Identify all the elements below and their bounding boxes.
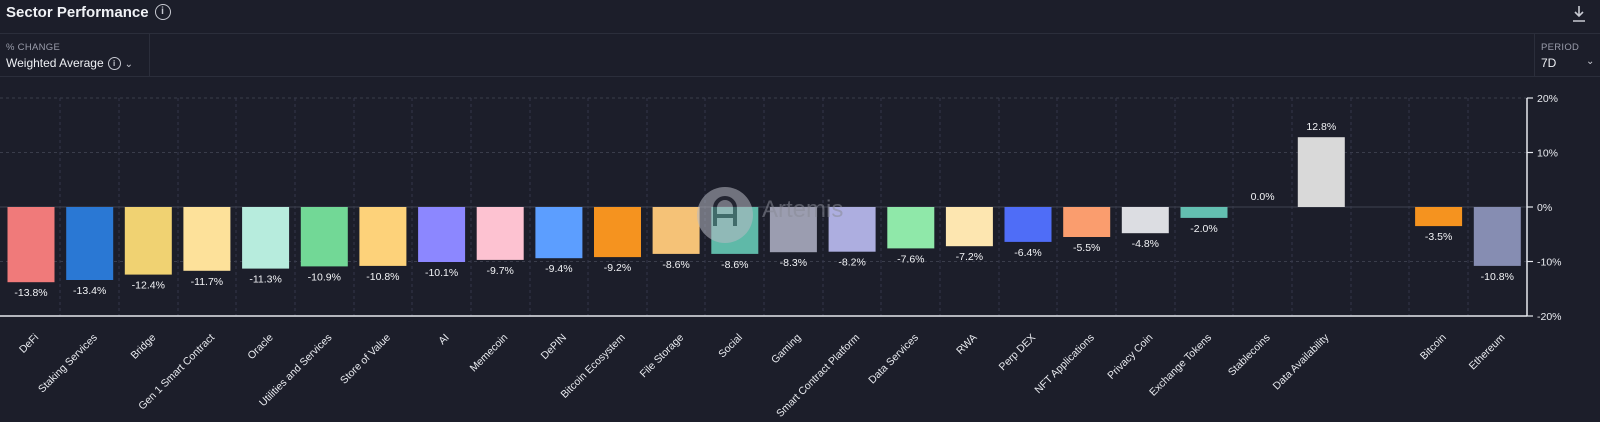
chart-title: Sector Performance i [6, 4, 171, 21]
period-value: 7D [1541, 56, 1557, 70]
bar-oracle [242, 207, 290, 269]
bar-value-label: -9.4% [545, 263, 572, 275]
bar-store-of-value [359, 207, 407, 266]
category-label: Store of Value [338, 332, 393, 387]
bar-privacy-coin [1121, 207, 1169, 234]
bar-value-label: -13.8% [14, 287, 47, 299]
change-type-value-row: Weighted Average i ⌄ [6, 56, 134, 71]
bar-social [711, 207, 759, 254]
bar-smart-contract-platform [828, 207, 876, 252]
bar-data-availability [1297, 137, 1345, 207]
info-icon[interactable]: i [107, 57, 121, 71]
bar-gen-1-smart-contract [183, 207, 231, 271]
category-label: Ethereum [1467, 331, 1508, 372]
y-tick-label: -20% [1537, 311, 1562, 323]
bar-value-label: -7.6% [897, 253, 924, 265]
category-label: AI [436, 332, 452, 348]
bar-gaming [769, 207, 817, 253]
bar-bitcoin-ecosystem [594, 207, 641, 258]
bar-nft-applications [1063, 207, 1111, 237]
bar-ethereum [1473, 207, 1521, 266]
bar-utilities-and-services [300, 207, 348, 267]
bar-defi [7, 207, 55, 283]
bar-value-label: 12.8% [1306, 121, 1336, 133]
category-label: Bitcoin [1418, 332, 1449, 363]
bar-value-label: -10.9% [308, 271, 341, 283]
category-label: Data Availability [1271, 331, 1332, 392]
category-label: DeFi [17, 332, 41, 356]
y-tick-label: 10% [1537, 148, 1558, 160]
category-label: Bitcoin Ecosystem [558, 331, 627, 400]
bar-value-label: -11.7% [191, 276, 224, 288]
category-label: Social [716, 332, 745, 361]
bar-value-label: -2.0% [1190, 223, 1217, 235]
bar-value-label: -10.1% [425, 267, 458, 279]
bar-value-label: -9.7% [486, 265, 513, 277]
change-type-value: Weighted Average [6, 56, 104, 70]
bar-value-label: -5.5% [1073, 242, 1100, 254]
bar-value-label: -4.8% [1132, 238, 1159, 250]
bar-perp-dex [1004, 207, 1052, 242]
category-label: DePIN [539, 332, 569, 362]
bar-file-storage [652, 207, 700, 254]
y-tick-label: -10% [1537, 257, 1562, 269]
category-label: Memecoin [468, 332, 511, 375]
download-icon[interactable] [1572, 5, 1586, 23]
bar-chart: -13.8% DeFi -13.4% Staking Services -12.4% Br… [0, 93, 1562, 420]
bar-value-label: -9.2% [604, 262, 631, 274]
bar-bitcoin [1415, 207, 1463, 227]
y-tick-label: 0% [1537, 202, 1552, 214]
bar-exchange-tokens [1180, 207, 1228, 218]
category-label: Bridge [128, 332, 158, 362]
change-type-label: % CHANGE [6, 42, 61, 53]
period-label: PERIOD [1541, 42, 1580, 53]
bar-value-label: -10.8% [1481, 271, 1514, 283]
bar-value-label: -10.8% [366, 271, 399, 283]
bar-value-label: -11.3% [249, 274, 282, 286]
bar-value-label: -3.5% [1425, 231, 1452, 243]
chart-header: Sector Performance i [0, 0, 1600, 34]
category-label: Perp DEX [997, 332, 1038, 373]
bar-value-label: -8.6% [721, 259, 748, 271]
category-label: Privacy Coin [1105, 332, 1155, 382]
bar-value-label: -12.4% [132, 280, 165, 292]
bar-depin [535, 207, 583, 259]
category-label: Exchange Tokens [1147, 332, 1214, 399]
bar-value-label: -8.6% [662, 259, 689, 271]
bar-data-services [887, 207, 935, 249]
bar-value-label: 0.0% [1251, 191, 1275, 203]
category-label: Staking Services [36, 332, 100, 396]
chevron-down-icon: ⌄ [124, 59, 134, 70]
category-label: NFT Applications [1032, 332, 1096, 396]
bar-value-label: -8.3% [780, 257, 807, 269]
chart-title-text: Sector Performance [6, 4, 149, 21]
chevron-down-icon: ⌄ [1586, 56, 1595, 67]
category-label: Stablecoins [1226, 332, 1273, 379]
bar-value-label: -7.2% [956, 251, 983, 263]
category-label: Oracle [245, 332, 275, 362]
bar-value-label: -8.2% [838, 257, 865, 269]
category-label: RWA [954, 332, 979, 357]
change-type-dropdown[interactable]: % CHANGE Weighted Average i ⌄ [0, 34, 150, 76]
period-dropdown[interactable]: PERIOD 7D ⌄ [1534, 34, 1600, 76]
category-label: Data Services [866, 332, 921, 387]
bar-staking-services [66, 207, 114, 280]
category-label: Gaming [769, 332, 804, 367]
category-label: File Storage [638, 332, 687, 381]
bar-memecoin [476, 207, 524, 260]
bar-bridge [124, 207, 172, 275]
bar-value-label: -13.4% [73, 285, 106, 297]
bar-value-label: -6.4% [1014, 247, 1041, 259]
bar-ai [418, 207, 466, 262]
info-icon[interactable]: i [154, 4, 171, 21]
chart-controls: % CHANGE Weighted Average i ⌄ PERIOD 7D ⌄ [0, 34, 1600, 77]
y-tick-label: 20% [1537, 93, 1558, 105]
bar-rwa [945, 207, 993, 247]
